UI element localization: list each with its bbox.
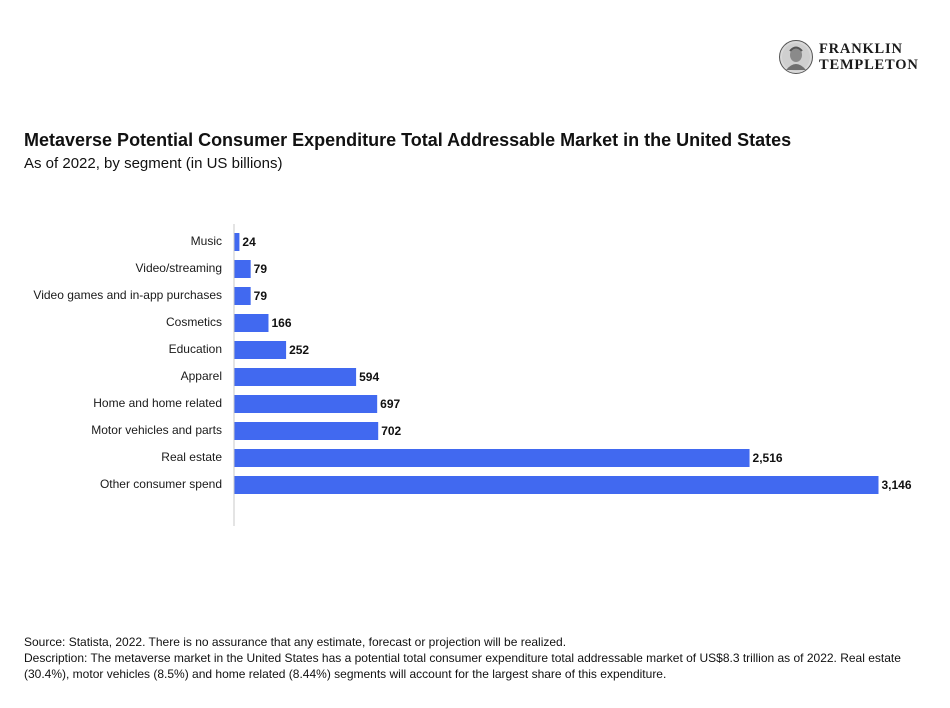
bar-value-label: 2,516 [753,451,783,465]
chart-footer: Source: Statista, 2022. There is no assu… [24,634,904,682]
source-note: Source: Statista, 2022. There is no assu… [24,635,567,649]
bar-value-label: 3,146 [882,478,912,492]
bar [234,287,251,305]
category-label: Music [191,234,222,248]
category-label: Home and home related [93,396,222,410]
bar [234,314,269,332]
bar [234,395,378,413]
brand-wordmark: FRANKLIN TEMPLETON [819,41,919,73]
category-label: Education [169,342,222,356]
category-label: Cosmetics [166,315,222,329]
bar [234,233,240,251]
bar [234,341,287,359]
bar [234,449,750,467]
bar-value-label: 702 [381,424,401,438]
category-label: Motor vehicles and parts [91,423,222,437]
category-label: Real estate [161,450,222,464]
franklin-templeton-logo: FRANKLIN TEMPLETON [779,40,919,74]
chart-title: Metaverse Potential Consumer Expenditure… [24,130,792,150]
chart-subtitle: As of 2022, by segment (in US billions) [24,155,283,172]
bar-value-label: 594 [359,370,379,384]
category-label: Other consumer spend [100,477,222,491]
bar-value-label: 79 [254,262,268,276]
bar-value-label: 166 [271,316,291,330]
bar-value-label: 24 [242,235,256,249]
bar [234,476,879,494]
bar-chart: Music 24 Video/streaming 79 Video games and … [33,224,912,526]
bar [234,422,379,440]
category-label: Video games and in-app purchases [33,288,222,302]
bar [234,368,357,386]
category-label: Apparel [181,369,222,383]
bar-value-label: 252 [289,343,309,357]
bar [234,260,251,278]
brand-line-1: FRANKLIN [819,41,903,57]
brand-line-2: TEMPLETON [819,57,919,73]
bar-value-label: 79 [254,289,268,303]
description-note: Description: The metaverse market in the… [24,651,901,681]
category-label: Video/streaming [136,261,223,275]
franklin-portrait-icon [779,40,813,74]
bar-value-label: 697 [380,397,400,411]
